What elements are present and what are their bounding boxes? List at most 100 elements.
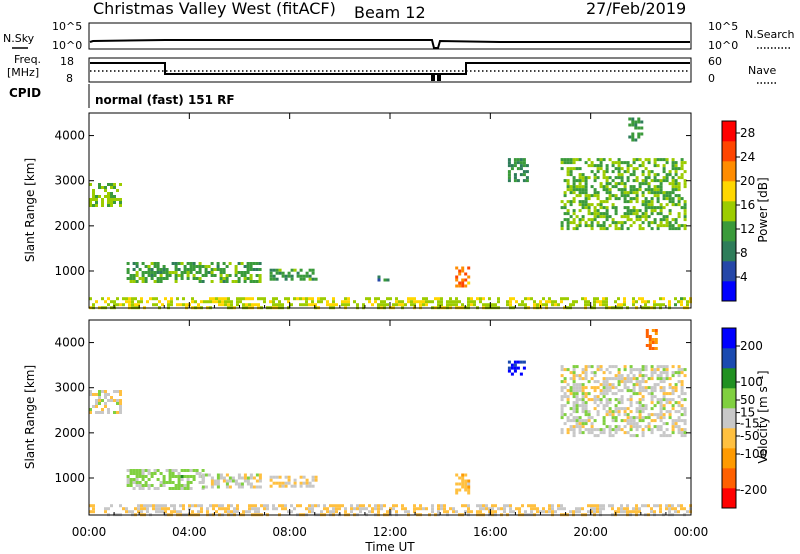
velocity-panel-data xyxy=(89,329,692,517)
power-panel-frame xyxy=(88,112,692,309)
velocity-cell xyxy=(557,507,560,511)
velocity-cell xyxy=(632,377,636,381)
power-cell xyxy=(578,194,582,198)
velocity-cell xyxy=(608,389,612,393)
velocity-cell xyxy=(467,507,470,511)
velocity-cell xyxy=(641,410,645,414)
velocity-cell xyxy=(162,481,166,484)
power-cell xyxy=(578,176,582,180)
power-cell xyxy=(596,197,600,201)
velocity-cell xyxy=(246,479,250,483)
power-cell xyxy=(198,262,202,265)
velocity-colorbar-tick-label: 15 xyxy=(740,406,755,420)
velocity-cell xyxy=(137,510,140,514)
power-cell xyxy=(584,221,588,225)
velocity-cell xyxy=(683,392,687,396)
power-ytick-label: 3000 xyxy=(54,174,85,188)
power-cell xyxy=(587,158,591,162)
power-cell xyxy=(677,197,681,201)
power-cell xyxy=(525,176,529,180)
power-cell xyxy=(653,176,657,180)
power-cell xyxy=(569,158,573,162)
velocity-cell xyxy=(656,416,660,420)
velocity-cell xyxy=(186,475,190,478)
power-cell xyxy=(516,161,520,165)
power-cell xyxy=(377,278,381,282)
velocity-cell xyxy=(228,479,232,483)
power-cell xyxy=(347,300,350,304)
power-cell xyxy=(605,191,609,195)
velocity-cell xyxy=(155,504,158,508)
power-cell xyxy=(650,221,654,225)
velocity-cell xyxy=(680,380,684,384)
velocity-cell xyxy=(572,431,576,435)
power-cell xyxy=(446,303,449,307)
velocity-cell xyxy=(620,407,624,411)
power-cell xyxy=(637,120,641,124)
velocity-cell xyxy=(674,410,678,414)
power-cell xyxy=(647,158,651,162)
velocity-cell xyxy=(587,504,590,508)
power-cell xyxy=(135,280,139,283)
velocity-cell xyxy=(572,404,576,408)
velocity-cell xyxy=(380,504,383,508)
velocity-cell xyxy=(258,473,262,477)
velocity-cell xyxy=(620,380,624,384)
velocity-cell xyxy=(617,425,621,429)
velocity-cell xyxy=(605,386,609,390)
velocity-cell xyxy=(305,484,309,488)
power-cell xyxy=(668,182,672,186)
power-cell xyxy=(566,173,570,177)
power-cell xyxy=(237,280,241,283)
velocity-cell xyxy=(680,404,684,408)
velocity-cell xyxy=(653,510,656,514)
velocity-cell xyxy=(590,371,594,375)
velocity-cell xyxy=(671,507,674,511)
velocity-cell xyxy=(89,411,92,414)
velocity-cell xyxy=(659,410,663,414)
velocity-cell xyxy=(572,386,576,390)
power-cell xyxy=(210,262,214,265)
power-cell xyxy=(659,218,663,222)
velocity-cell xyxy=(581,392,585,396)
power-cell xyxy=(110,195,113,198)
velocity-cell xyxy=(587,392,591,396)
power-cell xyxy=(458,284,462,288)
power-cell xyxy=(647,203,651,207)
power-cell xyxy=(243,271,247,274)
velocity-ytick-label: 4000 xyxy=(54,336,85,350)
velocity-cell xyxy=(656,428,660,432)
power-cell xyxy=(626,227,630,231)
freq-panel-frame xyxy=(88,57,692,83)
velocity-cell xyxy=(200,510,203,514)
power-cell xyxy=(153,280,157,283)
velocity-cell xyxy=(311,478,315,482)
velocity-cell xyxy=(662,416,666,420)
velocity-cell xyxy=(173,507,176,511)
velocity-cell xyxy=(509,507,512,511)
power-cell xyxy=(671,164,675,168)
power-cell xyxy=(650,209,654,213)
velocity-cell xyxy=(317,504,320,508)
velocity-cell xyxy=(209,504,212,508)
power-cell xyxy=(305,297,308,301)
power-cell xyxy=(278,271,282,275)
velocity-cell xyxy=(677,419,681,423)
power-cell xyxy=(410,297,413,301)
power-cell xyxy=(455,278,459,282)
velocity-cell xyxy=(413,510,416,514)
power-cell xyxy=(437,300,440,304)
power-cell xyxy=(620,188,624,192)
velocity-cell xyxy=(575,386,579,390)
velocity-cell xyxy=(611,504,614,508)
power-cell xyxy=(614,197,618,201)
velocity-cell xyxy=(180,487,184,490)
power-cell xyxy=(497,300,500,304)
power-cell xyxy=(617,161,621,165)
power-cell xyxy=(668,221,672,225)
velocity-cell xyxy=(92,405,95,408)
power-cell xyxy=(566,179,570,183)
power-cell xyxy=(141,274,145,277)
velocity-cell xyxy=(575,507,578,511)
